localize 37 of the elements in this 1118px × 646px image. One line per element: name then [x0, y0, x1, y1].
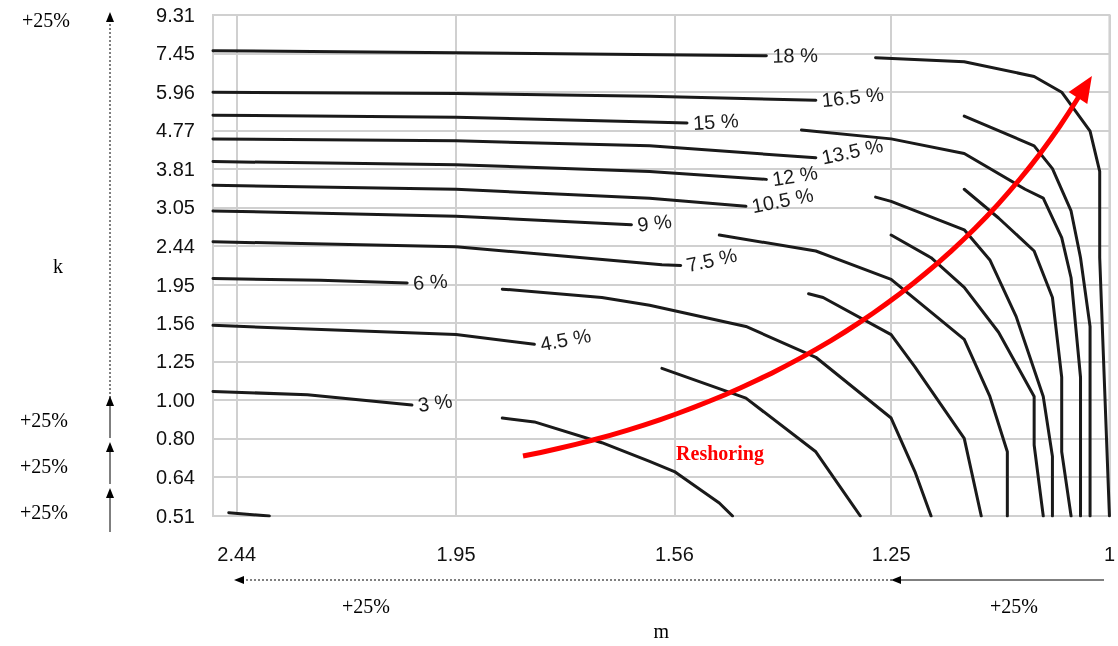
text: +25%: [342, 595, 390, 617]
y-tick-label: 1.56: [156, 312, 195, 335]
x-tick-label: 1.56: [654, 543, 694, 565]
series-label: 18 %: [772, 44, 819, 67]
series-label: 15 %: [692, 109, 740, 134]
y-tick-label: 7.45: [156, 42, 195, 65]
series-label: 6 %: [412, 269, 449, 294]
x-tick-label: 1: [1103, 543, 1115, 565]
y-tick-label: 9.31: [156, 4, 195, 26]
y-tick-label: 5.96: [156, 80, 195, 103]
y-tick-label: 1.00: [156, 388, 195, 411]
text: +25%: [20, 501, 68, 523]
text: 7.5 %: [684, 243, 740, 277]
text: 16.5 %: [820, 82, 886, 112]
y-tick-label: 0.64: [156, 465, 195, 488]
annotation: Reshoring: [676, 442, 764, 465]
x-tick-label: 2.44: [217, 543, 257, 565]
text: +25%: [20, 409, 68, 431]
text: +25%: [990, 595, 1038, 617]
y-tick-label: 3.05: [156, 196, 195, 219]
text: +25%: [20, 455, 68, 477]
y-tick-label: 0.51: [156, 505, 195, 527]
text: 13.5 %: [819, 133, 886, 169]
text: 9 %: [636, 209, 674, 236]
x-tick-label: 1.95: [436, 543, 476, 565]
y-axis-title: k: [53, 254, 63, 277]
x-tick-label: 1.25: [871, 543, 911, 565]
text: 4.5 %: [538, 323, 593, 356]
text: 3 %: [416, 389, 454, 416]
y-tick-label: 3.81: [156, 158, 195, 181]
y-tick-label: 1.95: [156, 273, 195, 296]
y-tick-label: 2.44: [156, 234, 195, 257]
x-axis-title: m: [653, 620, 670, 642]
y-tick-label: 1.25: [156, 350, 195, 373]
text: +25%: [22, 9, 70, 31]
y-tick-label: 0.80: [156, 427, 195, 450]
y-tick-label: 4.77: [156, 119, 195, 142]
